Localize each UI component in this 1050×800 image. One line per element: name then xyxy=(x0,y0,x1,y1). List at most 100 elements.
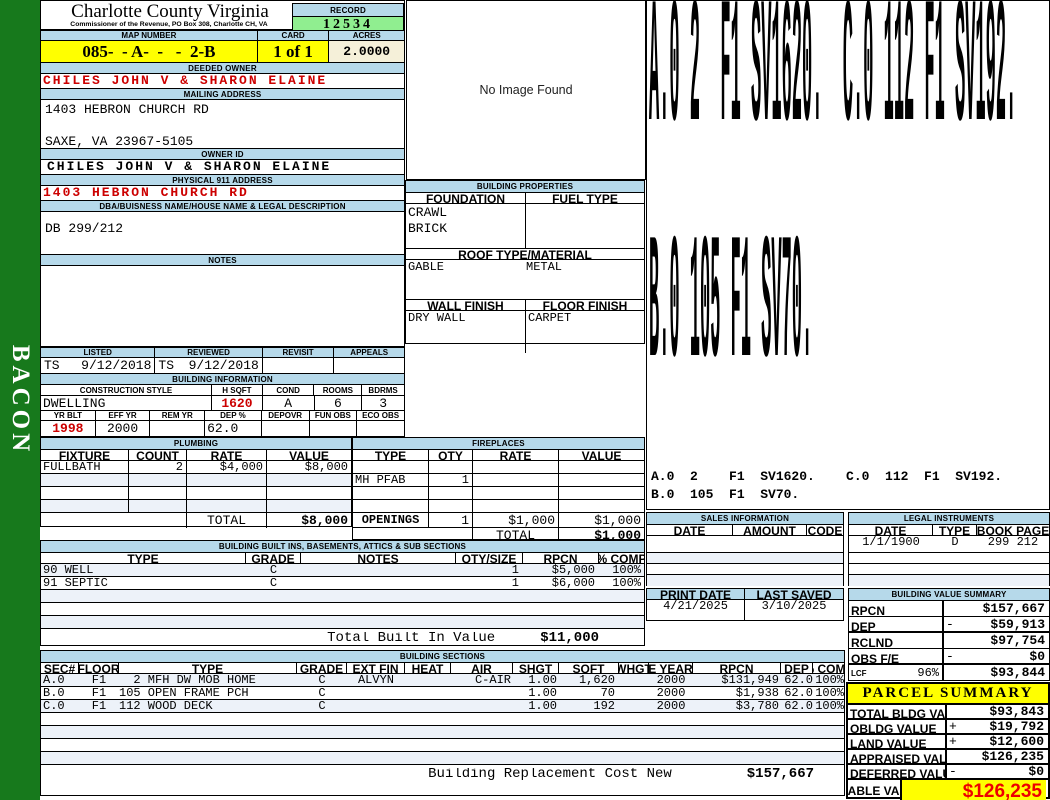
value-summary-title: BUILDING VALUE SUMMARY xyxy=(849,589,1049,601)
mailing-line2: SAXE, VA 23967-5105 xyxy=(45,134,194,149)
sections-header: AIR xyxy=(451,663,513,673)
depovr-value xyxy=(262,421,310,436)
plumbing-total-value: $8,000 xyxy=(301,513,348,528)
builtins-header-type: TYPE xyxy=(41,553,246,563)
sales-information-table: SALES INFORMATION DATE AMOUNT CODE xyxy=(646,512,844,586)
fireplaces-header-rate: RATE xyxy=(473,450,559,460)
taxable-value: $126,235 xyxy=(962,780,1042,800)
fireplaces-row: MH PFAB 1 xyxy=(353,474,644,487)
visits-values: TS 9/12/2018 TS 9/12/2018 xyxy=(40,358,405,374)
reviewed-by: TS xyxy=(158,358,174,373)
record-box: RECORD 12534 xyxy=(292,3,404,32)
construction-header: CONSTRUCTION STYLE H SQFT COND ROOMS BDR… xyxy=(40,385,405,396)
parcel-summary: PARCEL SUMMARY TOTAL BLDG VALUE $93,843 … xyxy=(846,682,1050,800)
legal-instruments-table: LEGAL INSTRUMENTS DATE TYPE BOOK PAGE 1/… xyxy=(848,512,1050,586)
openings-rate: $1,000 xyxy=(473,513,559,527)
fireplaces-header-qty: QTY xyxy=(429,450,473,460)
legal-title: LEGAL INSTRUMENTS xyxy=(849,513,1049,525)
no-image-text: No Image Found xyxy=(479,83,573,97)
plumbing-header-count: COUNT xyxy=(129,450,187,460)
ecoobs-value xyxy=(357,421,404,436)
year-header: YR BLT EFF YR REM YR DEP % DEPOVR FUN OB… xyxy=(40,411,405,421)
sales-header-amount: AMOUNT xyxy=(733,525,807,535)
notes-value xyxy=(40,266,405,347)
card-value: 1 of 1 xyxy=(257,41,330,62)
map-number-label: MAP NUMBER xyxy=(41,31,258,40)
deeded-owner-label: DEEDED OWNER xyxy=(40,63,405,74)
value-summary-row: DEP - $59,913 xyxy=(849,617,1049,633)
appeals-value xyxy=(334,358,404,373)
foundation-value-line1: CRAWL xyxy=(408,205,448,220)
plumbing-header-rate: RATE xyxy=(187,450,267,460)
sections-header: SHGT xyxy=(513,663,559,673)
building-properties: BUILDING PROPERTIES FOUNDATION FUEL TYPE… xyxy=(405,180,645,353)
foundation-value-line2: BRICK xyxy=(408,221,448,236)
last-saved-label: LAST SAVED xyxy=(756,589,832,599)
sales-row xyxy=(647,536,843,553)
sections-header: TYPE xyxy=(119,663,297,673)
parcel-summary-row: OBLDG VALUE + $19,792 xyxy=(848,720,1048,735)
sales-header-date: DATE xyxy=(647,525,733,535)
builtins-title: BUILDING BUILT INS, BASEMENTS, ATTICS & … xyxy=(41,541,644,553)
fireplaces-header-type: TYPE xyxy=(353,450,429,460)
revisit-label: REVISIT xyxy=(263,348,335,357)
funobs-label: FUN OBS xyxy=(309,411,358,420)
sections-header: DEP xyxy=(781,663,813,673)
bdrms-label: BDRMS xyxy=(362,385,404,395)
value-summary-row: LCF 96% $93,844 xyxy=(851,665,1045,681)
sections-header: EXT FIN xyxy=(347,663,405,673)
floor-finish-label: FLOOR FINISH xyxy=(542,300,628,310)
remyr-label: REM YR xyxy=(150,411,206,420)
construction-style-value: DWELLING xyxy=(41,396,213,410)
fireplaces-total-label: TOTAL xyxy=(473,528,559,544)
building-properties-title: BUILDING PROPERTIES xyxy=(406,181,644,193)
legal-header-date: DATE xyxy=(849,525,933,535)
sections-header: GRADE xyxy=(297,663,347,673)
sections-header: FLOOR xyxy=(79,663,119,673)
reviewed-label: REVIEWED xyxy=(155,348,263,357)
depovr-label: DEPOVR xyxy=(261,411,310,420)
fireplaces-row xyxy=(353,461,644,474)
owner-id-value: CHILES JOHN V & SHARON ELAINE xyxy=(40,160,405,175)
last-saved-value: 3/10/2025 xyxy=(761,600,827,613)
dba-label: DBA/BUISNESS NAME/HOUSE NAME & LEGAL DES… xyxy=(40,201,405,212)
fireplaces-total-value: $1,000 xyxy=(594,528,641,543)
sections-footer-row: Building Replacement Cost New $157,667 xyxy=(41,765,844,783)
mailing-address-label: MAILING ADDRESS xyxy=(40,89,405,100)
replacement-cost-value: $157,667 xyxy=(746,767,814,781)
print-info: PRINT DATE LAST SAVED 4/21/2025 3/10/202… xyxy=(646,588,844,621)
sales-row xyxy=(647,575,843,586)
sketch-vector-line2: B.0 105 F1 SV70. xyxy=(649,218,813,418)
sales-title: SALES INFORMATION xyxy=(647,513,843,525)
builtins-row xyxy=(41,603,644,616)
building-value-summary: BUILDING VALUE SUMMARY RPCN $157,667 DEP… xyxy=(848,588,1050,681)
sales-header-code: CODE xyxy=(807,525,843,535)
openings-value: $1,000 xyxy=(594,513,641,527)
builtins-total-label: Total Built In Value xyxy=(327,631,496,645)
fireplaces-row xyxy=(353,500,644,513)
acres-label: ACRES xyxy=(352,31,381,40)
legal-description-value: DB 299/212 xyxy=(40,212,405,255)
building-information-title: BUILDING INFORMATION xyxy=(40,374,405,385)
value-summary-row: OBS F/E - $0 xyxy=(849,649,1049,665)
listed-date: 9/12/2018 xyxy=(81,358,152,373)
value-summary-row: RPCN $157,667 xyxy=(849,601,1049,617)
cond-value: A xyxy=(263,396,315,410)
sections-header: % COMP xyxy=(813,663,844,673)
listed-by: TS xyxy=(44,358,60,373)
map-card-acres-header: MAP NUMBER CARD ACRES xyxy=(40,30,405,41)
yrblt-label: YR BLT xyxy=(41,411,96,420)
effyr-value: 2000 xyxy=(96,421,151,436)
legal-row xyxy=(849,553,1049,564)
construction-style-label: CONSTRUCTION STYLE xyxy=(41,385,213,395)
section-row: A.0 F1 2 MFH DW MOB HOME C ALVYN C-AIR 1… xyxy=(41,674,844,687)
hsqft-value: 1620 xyxy=(212,396,263,410)
building-sections-table: BUILDING SECTIONS SEC# FLOOR TYPE GRADE … xyxy=(40,650,845,796)
sidebar-band: BACON xyxy=(0,0,40,800)
section-row xyxy=(41,726,844,739)
openings-label: OPENINGS xyxy=(353,513,429,527)
builtins-total-row: Total Built In Value $11,000 xyxy=(41,629,644,647)
wall-finish-value: DRY WALL xyxy=(406,311,526,353)
legal-row xyxy=(849,575,1049,586)
revisit-value xyxy=(263,358,335,373)
